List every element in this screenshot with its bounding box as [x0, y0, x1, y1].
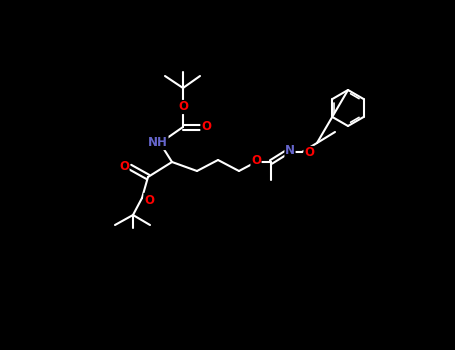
Text: N: N — [285, 145, 295, 158]
Text: O: O — [178, 100, 188, 113]
Text: O: O — [304, 147, 314, 160]
Text: O: O — [251, 154, 261, 168]
Text: NH: NH — [148, 136, 168, 149]
Text: O: O — [119, 160, 129, 173]
Text: O: O — [144, 194, 154, 206]
Text: O: O — [201, 120, 211, 133]
